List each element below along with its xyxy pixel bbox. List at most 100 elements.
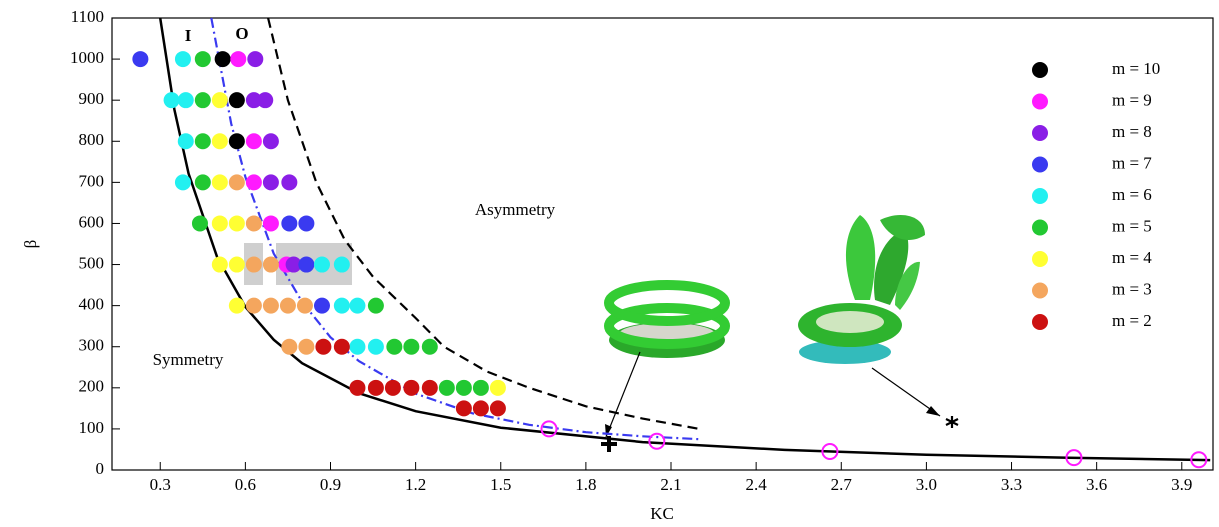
mode-point xyxy=(211,256,228,273)
mode-point xyxy=(245,174,262,191)
plot-frame xyxy=(111,17,1214,471)
x-tick-label: 2.4 xyxy=(746,475,768,494)
mode-point xyxy=(298,215,315,232)
mode-point xyxy=(211,215,228,232)
mode-point xyxy=(367,297,384,314)
legend-marker xyxy=(1032,314,1048,330)
mode-point xyxy=(472,379,489,396)
mode-point xyxy=(245,92,262,109)
pointer-arrow xyxy=(605,351,641,438)
legend-marker xyxy=(1032,93,1048,110)
mode-point xyxy=(367,379,384,396)
mode-point xyxy=(313,256,330,273)
legend-marker xyxy=(1032,282,1048,299)
legend-label: m = 2 xyxy=(1112,311,1152,330)
mode-point xyxy=(296,297,313,314)
mode-point xyxy=(163,92,180,109)
x-tick-label: 0.3 xyxy=(150,475,171,494)
x-tick-label: 2.1 xyxy=(660,475,681,494)
x-tick-label: 2.7 xyxy=(831,475,853,494)
y-tick-label: 1100 xyxy=(71,7,104,26)
mode-point xyxy=(489,379,506,396)
mode-point xyxy=(386,338,403,355)
asymmetric-ring-illustration xyxy=(798,215,925,364)
mode-point xyxy=(177,133,194,150)
mode-point xyxy=(313,297,330,314)
mode-point xyxy=(191,215,208,232)
mode-point xyxy=(315,338,332,355)
mode-point xyxy=(403,379,420,396)
mode-point xyxy=(228,174,245,191)
mode-point xyxy=(455,379,472,396)
arrow-head xyxy=(926,406,940,416)
mode-point xyxy=(455,400,472,417)
y-tick-label: 1000 xyxy=(70,48,104,67)
mode-point xyxy=(194,174,211,191)
y-tick-label: 600 xyxy=(79,212,105,231)
x-tick-label: 3.3 xyxy=(1001,475,1022,494)
mode-point xyxy=(367,338,384,355)
legend-marker xyxy=(1032,125,1048,141)
mode-point xyxy=(262,133,279,150)
mode-point xyxy=(245,215,262,232)
open-marker xyxy=(648,432,666,450)
mode-point xyxy=(228,297,245,314)
mode-point xyxy=(489,400,506,417)
mode-point xyxy=(228,256,245,273)
region-label: Asymmetry xyxy=(475,200,556,219)
mode-point xyxy=(333,297,350,314)
x-tick-label: 1.5 xyxy=(490,475,511,494)
mode-point xyxy=(194,133,211,150)
region-label: O xyxy=(235,24,248,43)
open-marker xyxy=(1190,451,1208,469)
x-tick-label: 0.6 xyxy=(235,475,256,494)
open-marker xyxy=(1065,449,1083,467)
mode-point xyxy=(298,338,315,355)
mode-point xyxy=(262,256,279,273)
x-tick-label: 3.6 xyxy=(1086,475,1107,494)
y-tick-label: 300 xyxy=(79,336,105,355)
mode-point xyxy=(298,256,315,273)
mode-point xyxy=(245,256,262,273)
legend-label: m = 10 xyxy=(1112,59,1160,78)
open-marker xyxy=(821,443,839,461)
mode-point xyxy=(384,379,401,396)
pointer-arrow xyxy=(871,367,941,417)
mode-point xyxy=(214,51,231,68)
mode-point xyxy=(257,92,274,109)
mode-point xyxy=(421,338,438,355)
x-tick-label: 0.9 xyxy=(320,475,341,494)
y-tick-label: 0 xyxy=(96,459,105,478)
legend-marker xyxy=(1032,219,1048,236)
mode-point xyxy=(174,174,191,191)
y-axis-label: β xyxy=(21,240,40,249)
x-tick-label: 1.2 xyxy=(405,475,426,494)
legend-label: m = 6 xyxy=(1112,185,1152,204)
legend-marker xyxy=(1032,251,1048,267)
mode-point xyxy=(279,297,296,314)
mode-point xyxy=(245,133,262,150)
mode-point xyxy=(333,338,350,355)
y-tick-label: 500 xyxy=(79,253,105,272)
mode-point xyxy=(132,51,149,68)
boundary-curve xyxy=(210,17,700,441)
mode-point xyxy=(194,51,211,68)
mode-point xyxy=(262,174,279,191)
mode-point xyxy=(177,92,194,109)
x-tick-label: 3.0 xyxy=(916,475,937,494)
x-tick-label: 1.8 xyxy=(575,475,596,494)
legend-marker xyxy=(1032,156,1048,173)
legend-label: m = 5 xyxy=(1112,216,1152,235)
legend-label: m = 8 xyxy=(1112,122,1152,141)
mode-point xyxy=(349,338,366,355)
mode-point xyxy=(211,92,228,109)
mode-point xyxy=(211,174,228,191)
legend-label: m = 3 xyxy=(1112,279,1152,298)
y-tick-label: 900 xyxy=(79,89,105,108)
mode-point xyxy=(194,92,211,109)
boundary-curve xyxy=(267,17,700,430)
mode-point xyxy=(262,215,279,232)
mode-point xyxy=(245,297,262,314)
mode-point xyxy=(211,133,228,150)
